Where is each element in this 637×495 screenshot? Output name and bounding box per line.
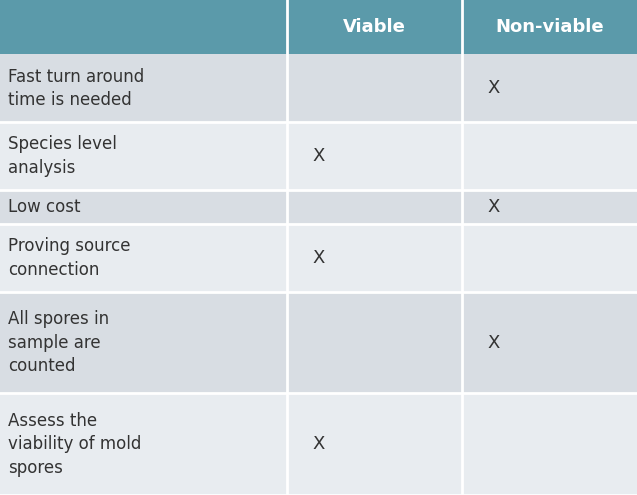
FancyBboxPatch shape — [462, 292, 637, 394]
Text: Proving source
connection: Proving source connection — [8, 237, 130, 279]
Text: Species level
analysis: Species level analysis — [8, 135, 117, 177]
FancyBboxPatch shape — [287, 292, 462, 394]
FancyBboxPatch shape — [0, 0, 287, 54]
FancyBboxPatch shape — [0, 394, 287, 495]
FancyBboxPatch shape — [287, 394, 462, 495]
FancyBboxPatch shape — [462, 122, 637, 190]
Text: X: X — [312, 435, 324, 453]
FancyBboxPatch shape — [287, 122, 462, 190]
FancyBboxPatch shape — [287, 54, 462, 122]
FancyBboxPatch shape — [287, 0, 462, 54]
Text: Viable: Viable — [343, 18, 406, 36]
Text: All spores in
sample are
counted: All spores in sample are counted — [8, 310, 109, 375]
Text: X: X — [487, 334, 499, 351]
FancyBboxPatch shape — [462, 190, 637, 224]
Text: Assess the
viability of mold
spores: Assess the viability of mold spores — [8, 411, 141, 477]
Text: Fast turn around
time is needed: Fast turn around time is needed — [8, 67, 144, 109]
FancyBboxPatch shape — [462, 0, 637, 54]
FancyBboxPatch shape — [0, 122, 287, 190]
FancyBboxPatch shape — [287, 224, 462, 292]
Text: X: X — [312, 147, 324, 165]
Text: X: X — [487, 79, 499, 98]
Text: X: X — [312, 249, 324, 267]
FancyBboxPatch shape — [0, 190, 287, 224]
FancyBboxPatch shape — [0, 54, 287, 122]
FancyBboxPatch shape — [462, 224, 637, 292]
FancyBboxPatch shape — [462, 394, 637, 495]
Text: Non-viable: Non-viable — [495, 18, 604, 36]
Text: X: X — [487, 198, 499, 216]
Text: Low cost: Low cost — [8, 198, 80, 216]
FancyBboxPatch shape — [0, 292, 287, 394]
FancyBboxPatch shape — [0, 224, 287, 292]
FancyBboxPatch shape — [287, 190, 462, 224]
FancyBboxPatch shape — [462, 54, 637, 122]
